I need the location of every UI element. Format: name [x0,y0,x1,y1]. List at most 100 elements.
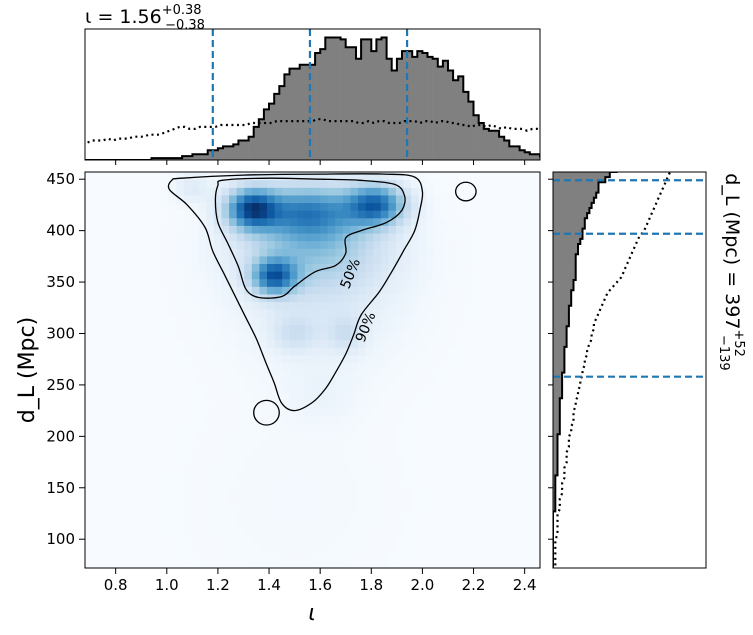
heatmap-cell [524,491,534,501]
heatmap-cell [380,385,389,394]
heatmap-cell [160,423,170,432]
heatmap-cell [213,362,223,371]
heatmap-cell [335,210,344,219]
heatmap-cell [441,271,450,280]
heatmap-cell [532,476,540,485]
heatmap-cell [350,194,359,204]
heatmap-cell [471,461,480,470]
right-label-sub: −139 [716,335,731,371]
heatmap-cell [168,560,177,568]
heatmap-cell [479,469,488,478]
heatmap-cell [358,476,367,485]
heatmap-cell [517,377,526,386]
right-histogram-bar [553,346,565,353]
heatmap-cell [494,187,503,196]
heatmap-cell [456,309,465,318]
heatmap-cell [342,263,352,272]
heatmap-cell [350,301,359,310]
heatmap-cell [115,172,124,181]
heatmap-cell [115,476,124,485]
heatmap-cell [426,309,435,318]
heatmap-cell [456,324,465,333]
heatmap-cell [289,377,298,386]
heatmap-cell [229,370,238,379]
heatmap-cell [479,491,488,501]
heatmap-cell [289,202,298,211]
heatmap-cell [85,339,94,348]
heatmap-cell [130,301,139,310]
heatmap-cell [85,529,94,539]
heatmap-cell [282,232,291,242]
heatmap-cell [380,202,389,211]
heatmap-cell [153,453,162,462]
heatmap-cell [494,423,503,432]
heatmap-cell [282,446,291,455]
heatmap-cell [168,255,177,264]
heatmap-cell [221,263,230,272]
heatmap-cell [267,232,276,242]
heatmap-cell [282,271,291,280]
heatmap-cell [532,377,540,386]
heatmap-cell [517,354,526,363]
heatmap-cell [145,529,154,539]
heatmap-cell [456,560,465,568]
heatmap-cell [464,324,473,333]
heatmap-cell [494,339,503,348]
right-histogram-bar [553,172,617,173]
heatmap-cell [122,271,132,280]
heatmap-cell [350,408,359,417]
heatmap-cell [358,446,367,455]
heatmap-cell [183,301,192,310]
heatmap-cell [153,385,162,394]
heatmap-cell [494,392,503,402]
y-tick-label: 350 [46,273,75,291]
heatmap-cell [320,316,329,325]
heatmap-cell [411,522,420,531]
heatmap-cell [426,187,435,196]
heatmap-cell [297,408,306,417]
right-histogram-bar [553,470,558,476]
heatmap-cell [145,423,154,432]
heatmap-cell [304,301,314,310]
heatmap-cell [456,286,465,295]
heatmap-cell [471,301,480,310]
heatmap-cell [403,217,412,226]
heatmap-cell [304,309,314,318]
heatmap-cell [92,331,101,341]
heatmap-cell [289,529,298,539]
heatmap-cell [304,347,314,356]
heatmap-cell [388,377,397,386]
heatmap-cell [350,499,359,508]
heatmap-cell [327,240,336,249]
heatmap-cell [373,385,382,394]
heatmap-cell [115,377,124,386]
heatmap-cell [441,377,450,386]
heatmap-cell [168,529,177,539]
heatmap-cell [206,469,215,478]
heatmap-cell [449,392,458,402]
heatmap-cell [479,331,488,341]
heatmap-cell [130,507,139,516]
heatmap-cell [342,179,352,188]
heatmap-cell [365,469,374,478]
heatmap-cell [479,430,488,440]
heatmap-cell [433,217,443,226]
heatmap-cell [304,179,314,188]
heatmap-cell [289,392,298,402]
heatmap-cell [289,255,298,264]
heatmap-cell [115,415,124,424]
heatmap-cell [107,370,116,379]
right-histogram-bar [553,496,556,502]
top-histogram-bar [309,64,316,160]
heatmap-cell [191,309,200,318]
y-axis-label: d_L (Mpc) [15,317,40,423]
heatmap-cell [160,301,170,310]
heatmap-cell [494,408,503,417]
heatmap-cell [153,370,162,379]
heatmap-cell [388,347,397,356]
heatmap-cell [221,225,230,234]
heatmap-cell [320,400,329,409]
heatmap-cell [342,537,352,546]
heatmap-cell [335,301,344,310]
